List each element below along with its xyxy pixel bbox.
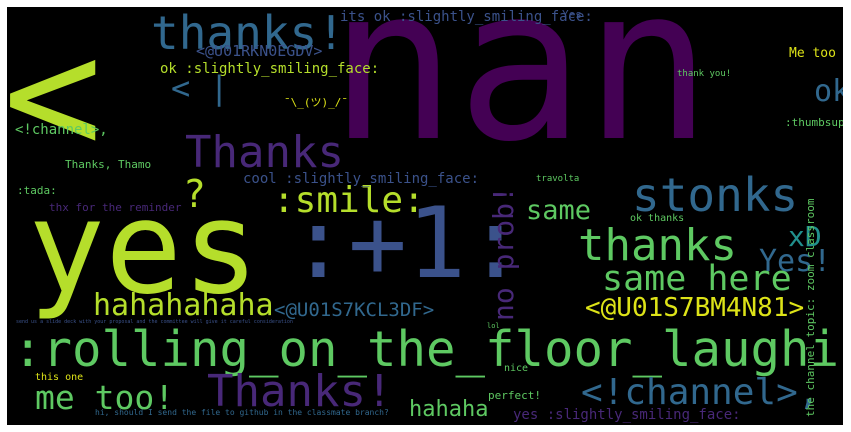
word-thumbsup: :thumbsup: bbox=[785, 116, 843, 129]
word-channel-mid: <!channel>, bbox=[581, 372, 820, 413]
word-same-here: same here bbox=[602, 259, 792, 299]
word-zoom-classroom: the channel topic: zoom classroom bbox=[804, 198, 817, 417]
word-me-too: Me too bbox=[789, 46, 836, 61]
word-cloud: nan < yes :+1: :rolling_on_the_floor_lau… bbox=[7, 7, 843, 425]
word-same: same bbox=[526, 195, 592, 226]
word-thanks-top: thanks! bbox=[151, 7, 345, 60]
word-lol: lol bbox=[487, 322, 500, 330]
word-slide-deck: send us a slide deck with your proposal … bbox=[16, 319, 293, 325]
word-thanks-thamo: Thanks, Thamo bbox=[65, 158, 152, 171]
word-rolling-on-the-floor-laughing: :rolling_on_the_floor_laughing: bbox=[13, 321, 843, 378]
word-less-than: < bbox=[7, 7, 103, 191]
word-thanks: thanks bbox=[578, 220, 737, 271]
word-yes-slightly-smiling: yes :slightly_smiling_face: bbox=[513, 407, 741, 423]
word-question-mark: ? bbox=[183, 172, 206, 216]
word-hahahahaha: hahahahaha bbox=[93, 288, 274, 323]
word-less-than-pipe: < | bbox=[171, 69, 229, 107]
word-plus-one: :+1: bbox=[289, 187, 526, 301]
word-thank-you: thank you! bbox=[677, 69, 732, 79]
word-nan: nan bbox=[329, 7, 712, 188]
word-ok-slightly-smiling: ok :slightly_smiling_face: bbox=[160, 61, 380, 77]
word-no-prob: no prob! bbox=[487, 186, 520, 321]
word-its-ok-slightly-smiling: its ok :slightly_smiling_face: bbox=[340, 9, 593, 25]
word-perfect: perfect! bbox=[488, 389, 541, 402]
word-yes: yes bbox=[28, 174, 260, 323]
word-travolta: travolta bbox=[536, 174, 580, 184]
word-yes-small: Yes bbox=[562, 8, 582, 21]
word-thanks-capital: Thanks bbox=[185, 127, 344, 178]
word-ok-thanks: ok thanks bbox=[630, 213, 685, 224]
word-channel-small: <!channel>, bbox=[15, 122, 108, 138]
word-thx-for-the-reminder: thx for the reminder bbox=[49, 201, 182, 214]
word-user-s7bm4n81: <@U01S7BM4N81> bbox=[585, 293, 805, 323]
word-file-question: hi, should I send the file to github in … bbox=[95, 408, 389, 417]
word-tada: :tada: bbox=[17, 184, 57, 197]
word-hahaha: hahaha bbox=[409, 397, 489, 422]
word-me-too-exclaim: me too! bbox=[35, 378, 175, 417]
word-xd: xD bbox=[788, 220, 822, 253]
word-nice: nice bbox=[504, 363, 529, 374]
word-user-s7kcl3df: <@U01S7KCL3DF> bbox=[274, 299, 435, 321]
word-stonks: stonks bbox=[632, 168, 799, 222]
word-ok: ok bbox=[814, 74, 843, 109]
word-smile: :smile: bbox=[273, 180, 425, 221]
word-thanks-bottom: Thanks! bbox=[207, 366, 393, 417]
word-cool-slightly-smiling: cool :slightly_smiling_face: bbox=[243, 171, 480, 187]
word-this-one: this one bbox=[35, 372, 84, 383]
word-shrug: ¯\_(ツ)_/¯ bbox=[284, 96, 348, 109]
word-user-rkn0egdv: <@U01RKN0EGDV> bbox=[196, 42, 323, 60]
word-yes-capital: Yes! bbox=[759, 244, 832, 279]
